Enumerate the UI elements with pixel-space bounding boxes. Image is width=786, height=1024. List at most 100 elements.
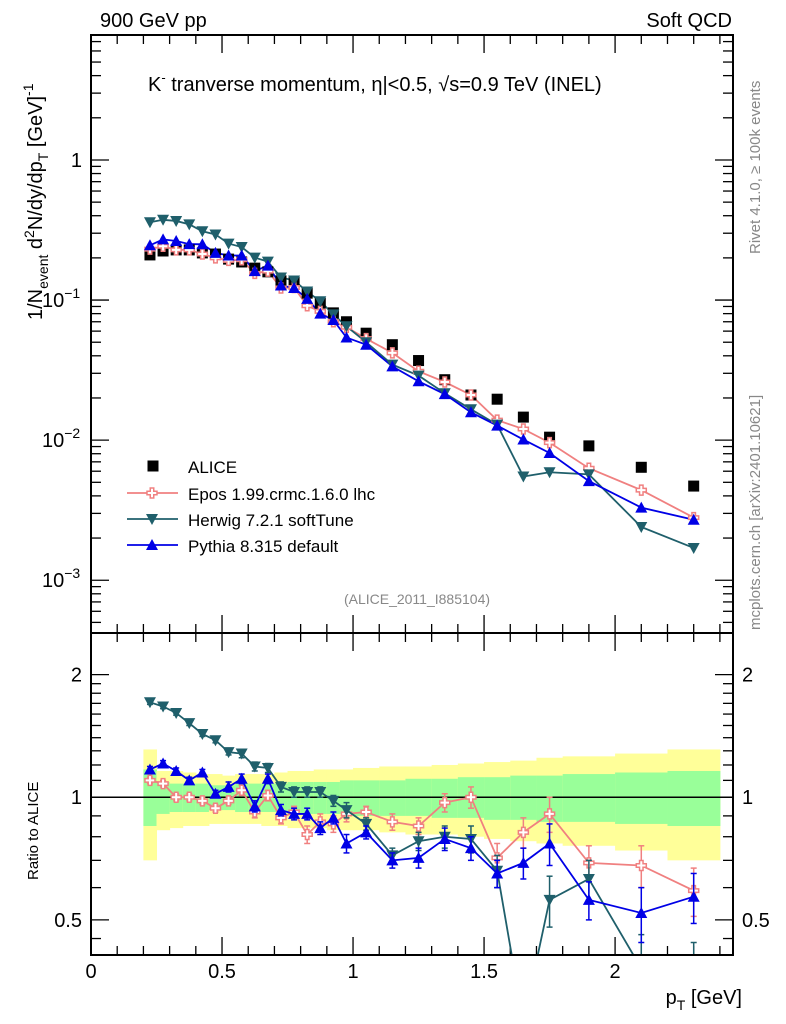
header-right-label: Soft QCD bbox=[646, 10, 732, 32]
triangle-down-marker bbox=[288, 275, 301, 287]
triangle-up-marker bbox=[209, 246, 222, 258]
triangle-down-marker bbox=[517, 1017, 529, 1024]
triangle-down-marker bbox=[340, 321, 353, 333]
triangle-down-marker bbox=[301, 787, 314, 799]
triangle-down-marker bbox=[196, 226, 209, 238]
open-cross-marker bbox=[144, 774, 156, 787]
triangle-down-marker bbox=[412, 836, 425, 848]
triangle-down-marker bbox=[274, 781, 287, 793]
legend-label: Pythia 8.315 default bbox=[188, 537, 339, 556]
triangle-up-marker bbox=[196, 766, 209, 778]
ylabel-sup-neg1: -1 bbox=[20, 83, 36, 96]
triangle-up-marker bbox=[327, 811, 340, 823]
triangle-down-marker bbox=[582, 873, 595, 885]
triangle-up-marker bbox=[386, 360, 399, 372]
title-s: s bbox=[449, 74, 459, 96]
triangle-up-marker bbox=[582, 475, 595, 487]
stat-band bbox=[615, 772, 668, 824]
triangle-up-marker bbox=[157, 757, 170, 769]
triangle-down-marker bbox=[209, 735, 222, 747]
triangle-up-marker bbox=[340, 331, 353, 343]
y-tick-base: 10 bbox=[42, 430, 64, 452]
ratio-plot-area bbox=[91, 697, 733, 1024]
triangle-down-marker bbox=[687, 542, 700, 554]
triangle-down-marker bbox=[196, 728, 209, 740]
triangle-up-marker bbox=[582, 893, 595, 905]
legend: ALICE Epos 1.99.crmc.1.6.0 lhc Herwig 7.2.… bbox=[127, 458, 376, 556]
triangle-up-marker bbox=[209, 787, 222, 799]
triangle-up-marker bbox=[360, 826, 373, 838]
triangle-up-marker bbox=[438, 832, 451, 844]
triangle-up-marker bbox=[301, 807, 314, 819]
triangle-up-marker bbox=[170, 764, 183, 776]
square-marker bbox=[144, 249, 156, 261]
triangle-down-marker bbox=[143, 217, 156, 229]
triangle-up-marker bbox=[543, 837, 556, 849]
triangle-up-marker bbox=[517, 856, 530, 868]
x-tick-label: 0.5 bbox=[208, 961, 236, 983]
triangle-down-marker bbox=[360, 818, 373, 830]
triangle-down-marker bbox=[635, 521, 648, 533]
triangle-up-marker bbox=[261, 259, 274, 271]
triangle-up-marker bbox=[314, 822, 327, 834]
triangle-up-marker bbox=[635, 906, 648, 918]
triangle-down-marker bbox=[170, 707, 183, 719]
triangle-up-marker bbox=[438, 388, 451, 400]
triangle-down-marker bbox=[314, 296, 327, 308]
analysis-id-label: (ALICE_2011_I885104) bbox=[344, 591, 490, 607]
main-y-axis-label: 1/Nevent d2N/dy/dpT [GeV]-1 bbox=[20, 83, 51, 320]
open-cross-marker bbox=[301, 300, 313, 312]
triangle-down-marker bbox=[222, 238, 235, 250]
open-cross-marker bbox=[157, 777, 169, 790]
triangle-down-marker bbox=[170, 215, 183, 227]
y-tick-label: 10−1 bbox=[42, 285, 80, 312]
ratio-axis-ticks: 2 2 1 1 0.5 0.5 0 0.5 1 1.5 2 bbox=[54, 633, 770, 983]
triangle-up-marker bbox=[314, 307, 327, 319]
triangle-down-marker bbox=[340, 805, 353, 817]
ylabel-part-d: [GeV] bbox=[25, 96, 47, 153]
open-cross-marker bbox=[386, 816, 399, 828]
x-tick-label: 1 bbox=[347, 961, 358, 983]
triangle-up-marker bbox=[288, 281, 301, 293]
triangle-up-marker bbox=[146, 539, 158, 550]
y-tick-exponent: −1 bbox=[64, 285, 80, 301]
ylabel-sub-event: event bbox=[35, 255, 51, 289]
triangle-up-marker bbox=[360, 338, 373, 350]
triangle-down-marker bbox=[327, 795, 340, 807]
ratio-y-tick-label-right: 2 bbox=[742, 665, 753, 687]
title-eta: η bbox=[371, 74, 382, 96]
xlabel-p: p bbox=[666, 987, 677, 1009]
open-cross-marker bbox=[465, 791, 477, 803]
triangle-up-marker bbox=[517, 433, 530, 445]
square-marker bbox=[491, 393, 503, 405]
triangle-up-marker bbox=[222, 780, 235, 792]
triangle-down-marker bbox=[288, 787, 301, 799]
triangle-down-marker bbox=[543, 894, 556, 906]
triangle-up-marker bbox=[196, 238, 209, 250]
triangle-up-marker bbox=[687, 513, 700, 525]
stat-band bbox=[156, 781, 171, 814]
ylabel-part-b: d bbox=[25, 238, 47, 255]
square-marker bbox=[386, 339, 398, 351]
triangle-down-marker bbox=[301, 286, 314, 298]
plot-title: K- tranverse momentum, η|<0.5, √s=0.9 Te… bbox=[148, 70, 602, 96]
square-marker bbox=[583, 440, 595, 452]
triangle-up-marker bbox=[183, 774, 196, 786]
triangle-up-marker bbox=[157, 233, 170, 245]
triangle-down-marker bbox=[157, 214, 170, 226]
triangle-up-marker bbox=[288, 807, 301, 819]
mcplots-label: mcplots.cern.ch [arXiv:2401.10621] bbox=[747, 395, 764, 630]
ratio-y-tick-label-right: 1 bbox=[742, 787, 753, 809]
x-tick-label: 2 bbox=[610, 961, 621, 983]
open-cross-marker bbox=[543, 436, 556, 449]
open-cross-marker bbox=[170, 244, 182, 256]
rivet-version-label: Rivet 4.1.0, ≥ 100k events bbox=[747, 81, 764, 254]
square-marker bbox=[147, 460, 159, 472]
title-particle: K bbox=[148, 74, 162, 96]
open-cross-marker bbox=[412, 820, 425, 832]
open-cross-marker bbox=[301, 828, 313, 841]
triangle-down-marker bbox=[582, 469, 595, 481]
triangle-down-marker bbox=[688, 973, 700, 984]
stat-band bbox=[667, 770, 721, 826]
